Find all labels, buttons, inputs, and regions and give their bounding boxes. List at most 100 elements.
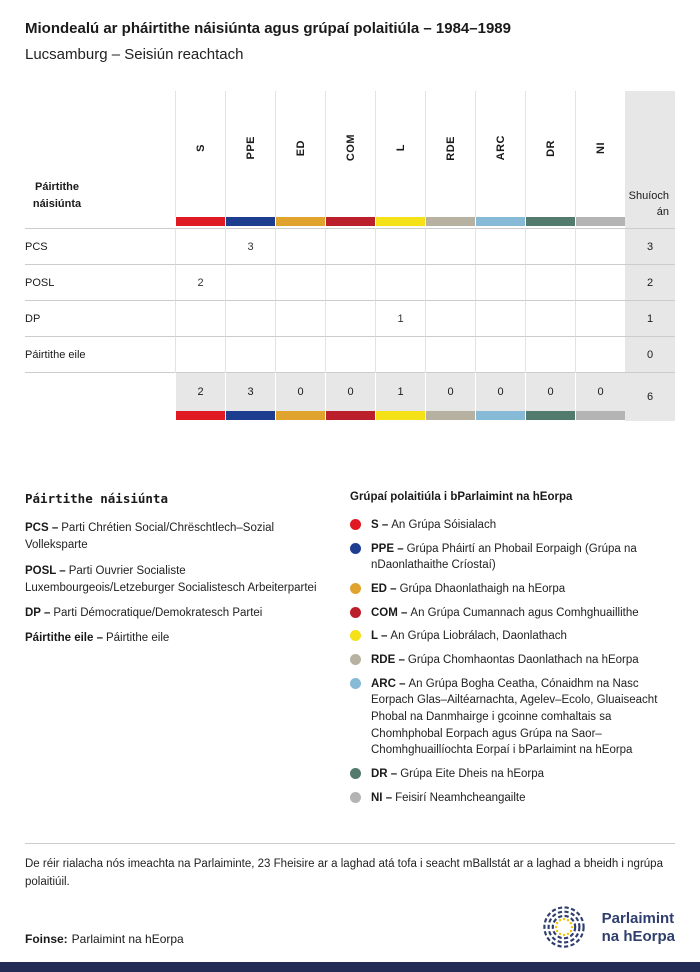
column-color-bar xyxy=(226,411,275,420)
table-header-row: Páirtithe náisiúnta S PPE ED COM L RDE A… xyxy=(25,91,675,228)
column-color-bar xyxy=(326,217,375,226)
group-name: Grúpa Eite Dheis na hEorpa xyxy=(400,768,545,781)
group-text: RDE – Grúpa Chomhaontas Daonlathach na hE… xyxy=(371,652,639,669)
column-total-cell: 0 xyxy=(475,372,525,411)
group-text: COM – An Grúpa Cumannach agus Comhghuaill… xyxy=(371,605,639,622)
column-color-bar-cell xyxy=(375,217,425,228)
column-color-bar-cell xyxy=(575,217,625,228)
group-name: An Grúpa Bogha Ceatha, Cónaidhm na Nasc … xyxy=(371,677,658,757)
legend-item: POSL – Parti Ouvrier Socialiste Luxembour… xyxy=(25,563,325,598)
legend-item: ED – Grúpa Dhaonlathaigh na hEorpa xyxy=(350,581,675,598)
column-total-cell: 3 xyxy=(225,372,275,411)
value-cell xyxy=(525,336,575,372)
footnote: De réir rialacha nós imeachta na Parlaim… xyxy=(25,843,675,891)
column-color-bar xyxy=(376,411,425,420)
value-cell xyxy=(525,300,575,336)
column-color-bar xyxy=(526,217,575,226)
value-cell xyxy=(325,228,375,264)
column-total-cell: 2 xyxy=(175,372,225,411)
legend-item: DP – Parti Démocratique/Demokratesch Part… xyxy=(25,605,325,622)
group-text: NI – Feisirí Neamhcheangailte xyxy=(371,790,526,807)
table-row: DP 1 1 xyxy=(25,300,675,336)
column-color-bar-cell xyxy=(425,411,475,421)
spacer-cell xyxy=(25,372,175,411)
column-color-bar xyxy=(276,411,325,420)
table-row: Páirtithe eile 0 xyxy=(25,336,675,372)
group-name: Grúpa Dhaonlathaigh na hEorpa xyxy=(399,583,566,596)
group-abbr: RDE – xyxy=(371,654,405,667)
column-header-wrap: S xyxy=(176,91,225,205)
source-text: Parlaimint na hEorpa xyxy=(71,932,184,946)
column-header-wrap: ED xyxy=(276,91,325,205)
row-total-cell: 2 xyxy=(625,264,675,300)
column-color-bar xyxy=(276,217,325,226)
value-cell xyxy=(575,264,625,300)
logo-wordmark-line1: Parlaimint xyxy=(601,910,675,927)
group-name: An Grúpa Sóisialach xyxy=(391,519,497,531)
column-header-wrap: DR xyxy=(526,91,575,205)
column-total-cell: 0 xyxy=(425,372,475,411)
column-color-bar-cell xyxy=(275,411,325,421)
group-abbr: ARC – xyxy=(371,677,406,690)
footer: Foinse: Parlaimint na hEorpa Parlaimint n… xyxy=(25,904,675,952)
spacer-cell xyxy=(25,217,175,228)
european-parliament-logo: Parlaimint na hEorpa xyxy=(536,904,675,952)
legend-item: L – An Grúpa Liobrálach, Daonlathach xyxy=(350,628,675,645)
group-color-dot xyxy=(350,542,361,554)
column-color-bar-cell xyxy=(475,217,525,228)
column-total-cell: 1 xyxy=(375,372,425,411)
value-cell xyxy=(575,228,625,264)
value-cell xyxy=(425,228,475,264)
group-abbr: COM – xyxy=(371,606,408,619)
column-header-wrap: COM xyxy=(326,91,375,205)
spacer-cell xyxy=(25,411,175,421)
group-name: Grúpa Pháirtí an Phobail Eorpaigh (Grúpa… xyxy=(371,542,637,572)
party-name: Parti Chrétien Social/Chrëschtlech–Sozia… xyxy=(25,522,275,552)
column-header-wrap: PPE xyxy=(226,91,275,205)
column-color-bar xyxy=(426,411,475,420)
column-color-bar xyxy=(326,411,375,420)
column-header-label: DR xyxy=(544,139,557,157)
row-header-label: Páirtithe náisiúnta xyxy=(32,181,82,210)
value-cell xyxy=(425,264,475,300)
group-name: An Grúpa Cumannach agus Comhghuaillithe xyxy=(410,606,639,619)
column-color-bar-cell xyxy=(175,411,225,421)
source-line: Foinse: Parlaimint na hEorpa xyxy=(25,932,184,946)
seats-table: Páirtithe náisiúnta S PPE ED COM L RDE A… xyxy=(25,91,675,421)
legend-item: PCS – Parti Chrétien Social/Chrëschtlech–… xyxy=(25,520,325,555)
group-text: ED – Grúpa Dhaonlathaigh na hEorpa xyxy=(371,581,565,598)
column-color-bar xyxy=(226,217,275,226)
column-header: NI xyxy=(575,91,625,217)
group-name: Grúpa Chomhaontas Daonlathach na hEorpa xyxy=(407,654,639,667)
group-color-dot xyxy=(350,630,361,642)
column-header: L xyxy=(375,91,425,217)
column-color-bar-cell xyxy=(425,217,475,228)
column-color-bar-cell xyxy=(175,217,225,228)
group-color-dot xyxy=(350,583,361,595)
value-cell: 3 xyxy=(225,228,275,264)
column-total-cell: 0 xyxy=(275,372,325,411)
party-name: Parti Démocratique/Demokratesch Partei xyxy=(53,607,263,619)
group-color-dot xyxy=(350,519,361,530)
column-header-label: COM xyxy=(344,134,357,162)
column-header-label: S xyxy=(194,144,207,152)
value-cell xyxy=(175,228,225,264)
column-color-bar xyxy=(576,411,625,420)
value-cell xyxy=(525,264,575,300)
column-header-label: ARC xyxy=(494,135,507,161)
column-color-bar-cell xyxy=(575,411,625,421)
column-header-label: NI xyxy=(594,142,607,154)
group-abbr: L – xyxy=(371,630,388,643)
column-color-bar xyxy=(176,411,225,420)
value-cell xyxy=(325,336,375,372)
legend-item: Páirtithe eile – Páirtithe eile xyxy=(25,630,325,647)
value-cell xyxy=(325,264,375,300)
value-cell xyxy=(475,336,525,372)
column-header-wrap: L xyxy=(376,91,425,205)
party-abbr: PCS – xyxy=(25,522,59,534)
row-label: DP xyxy=(25,300,175,336)
column-color-bar-cell xyxy=(225,217,275,228)
group-abbr: NI – xyxy=(371,791,393,804)
grand-total-cell: 6 xyxy=(625,372,675,421)
value-cell: 2 xyxy=(175,264,225,300)
